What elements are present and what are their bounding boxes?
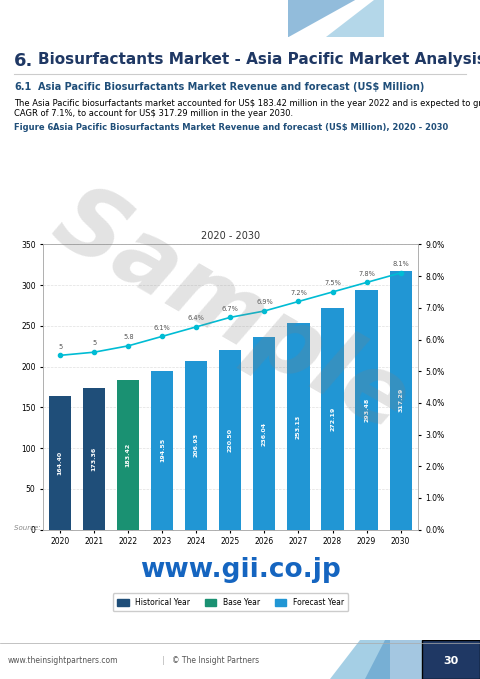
Text: 8.1%: 8.1% [392,261,409,268]
Bar [117,380,139,530]
Text: 6.9%: 6.9% [256,299,273,306]
Text: Asia Pacific Biosurfactants Market Revenue and forecast (US$ Million): Asia Pacific Biosurfactants Market Reven… [38,82,424,92]
Bar [253,337,276,530]
Text: 6.1%: 6.1% [154,325,171,331]
Text: Figure 6.: Figure 6. [14,124,57,132]
Bar [390,271,412,530]
Polygon shape [288,0,355,37]
Text: © The Insight Partners: © The Insight Partners [172,657,259,665]
Text: CAGR of 7.1%, to account for US$ 317.29 million in the year 2030.: CAGR of 7.1%, to account for US$ 317.29 … [14,109,293,118]
Text: INSIGHT: INSIGHT [417,5,466,16]
Text: 293.48: 293.48 [364,398,369,422]
Text: 272.19: 272.19 [330,407,335,431]
Text: 317.29: 317.29 [398,388,403,412]
Text: The Asia Pacific biosurfactants market accounted for US$ 183.42 million in the y: The Asia Pacific biosurfactants market a… [14,99,480,109]
Legend: Historical Year, Base Year, Forecast Year: Historical Year, Base Year, Forecast Yea… [112,593,348,611]
Polygon shape [330,640,390,679]
Bar [185,361,207,530]
Text: 6.1: 6.1 [14,82,31,92]
Text: 253.13: 253.13 [296,414,301,439]
Bar [356,291,378,530]
Text: 6.4%: 6.4% [188,315,205,321]
Text: |: | [160,657,168,665]
Text: 7.8%: 7.8% [358,271,375,277]
Bar [83,388,105,530]
Text: Biosurfactants Market - Asia Pacific Market Analysis: Biosurfactants Market - Asia Pacific Mar… [38,52,480,67]
Text: 164.40: 164.40 [58,451,63,475]
Text: 236.04: 236.04 [262,422,267,445]
Text: 30: 30 [444,656,458,666]
Text: www.theinsightpartners.com: www.theinsightpartners.com [8,657,119,665]
Bar [288,323,310,530]
Text: 5: 5 [58,344,62,350]
Text: 5: 5 [92,340,96,346]
Text: 194.55: 194.55 [160,438,165,462]
Text: Source: The Insight Partners Analysis, Primary Interviews, Magazines and Journal: Source: The Insight Partners Analysis, P… [14,525,374,531]
Text: Asia Pacific Biosurfactants Market, 2020-2030: Asia Pacific Biosurfactants Market, 2020… [14,14,199,23]
Bar [49,396,71,530]
Bar [322,308,344,530]
Text: Sample: Sample [37,174,425,451]
Polygon shape [326,0,384,37]
Text: 183.42: 183.42 [126,443,131,467]
Text: Asia Pacific Biosurfactants Market Revenue and forecast (US$ Million), 2020 - 20: Asia Pacific Biosurfactants Market Reven… [53,124,448,132]
Text: 7.2%: 7.2% [290,290,307,296]
Text: ≡: ≡ [395,4,406,17]
Bar [219,350,241,530]
Text: 7.5%: 7.5% [324,280,341,287]
Polygon shape [365,640,422,679]
Text: 206.93: 206.93 [194,433,199,458]
Title: 2020 - 2030: 2020 - 2030 [201,231,260,241]
FancyBboxPatch shape [422,640,480,679]
Text: 5.8: 5.8 [123,334,133,340]
Text: 220.50: 220.50 [228,428,233,452]
Text: 6.7%: 6.7% [222,306,239,312]
Text: 6.: 6. [14,52,34,71]
Bar [151,371,173,530]
Text: 173.36: 173.36 [92,447,97,471]
Text: Partners: Partners [433,22,466,31]
Text: www.gii.co.jp: www.gii.co.jp [140,557,340,583]
